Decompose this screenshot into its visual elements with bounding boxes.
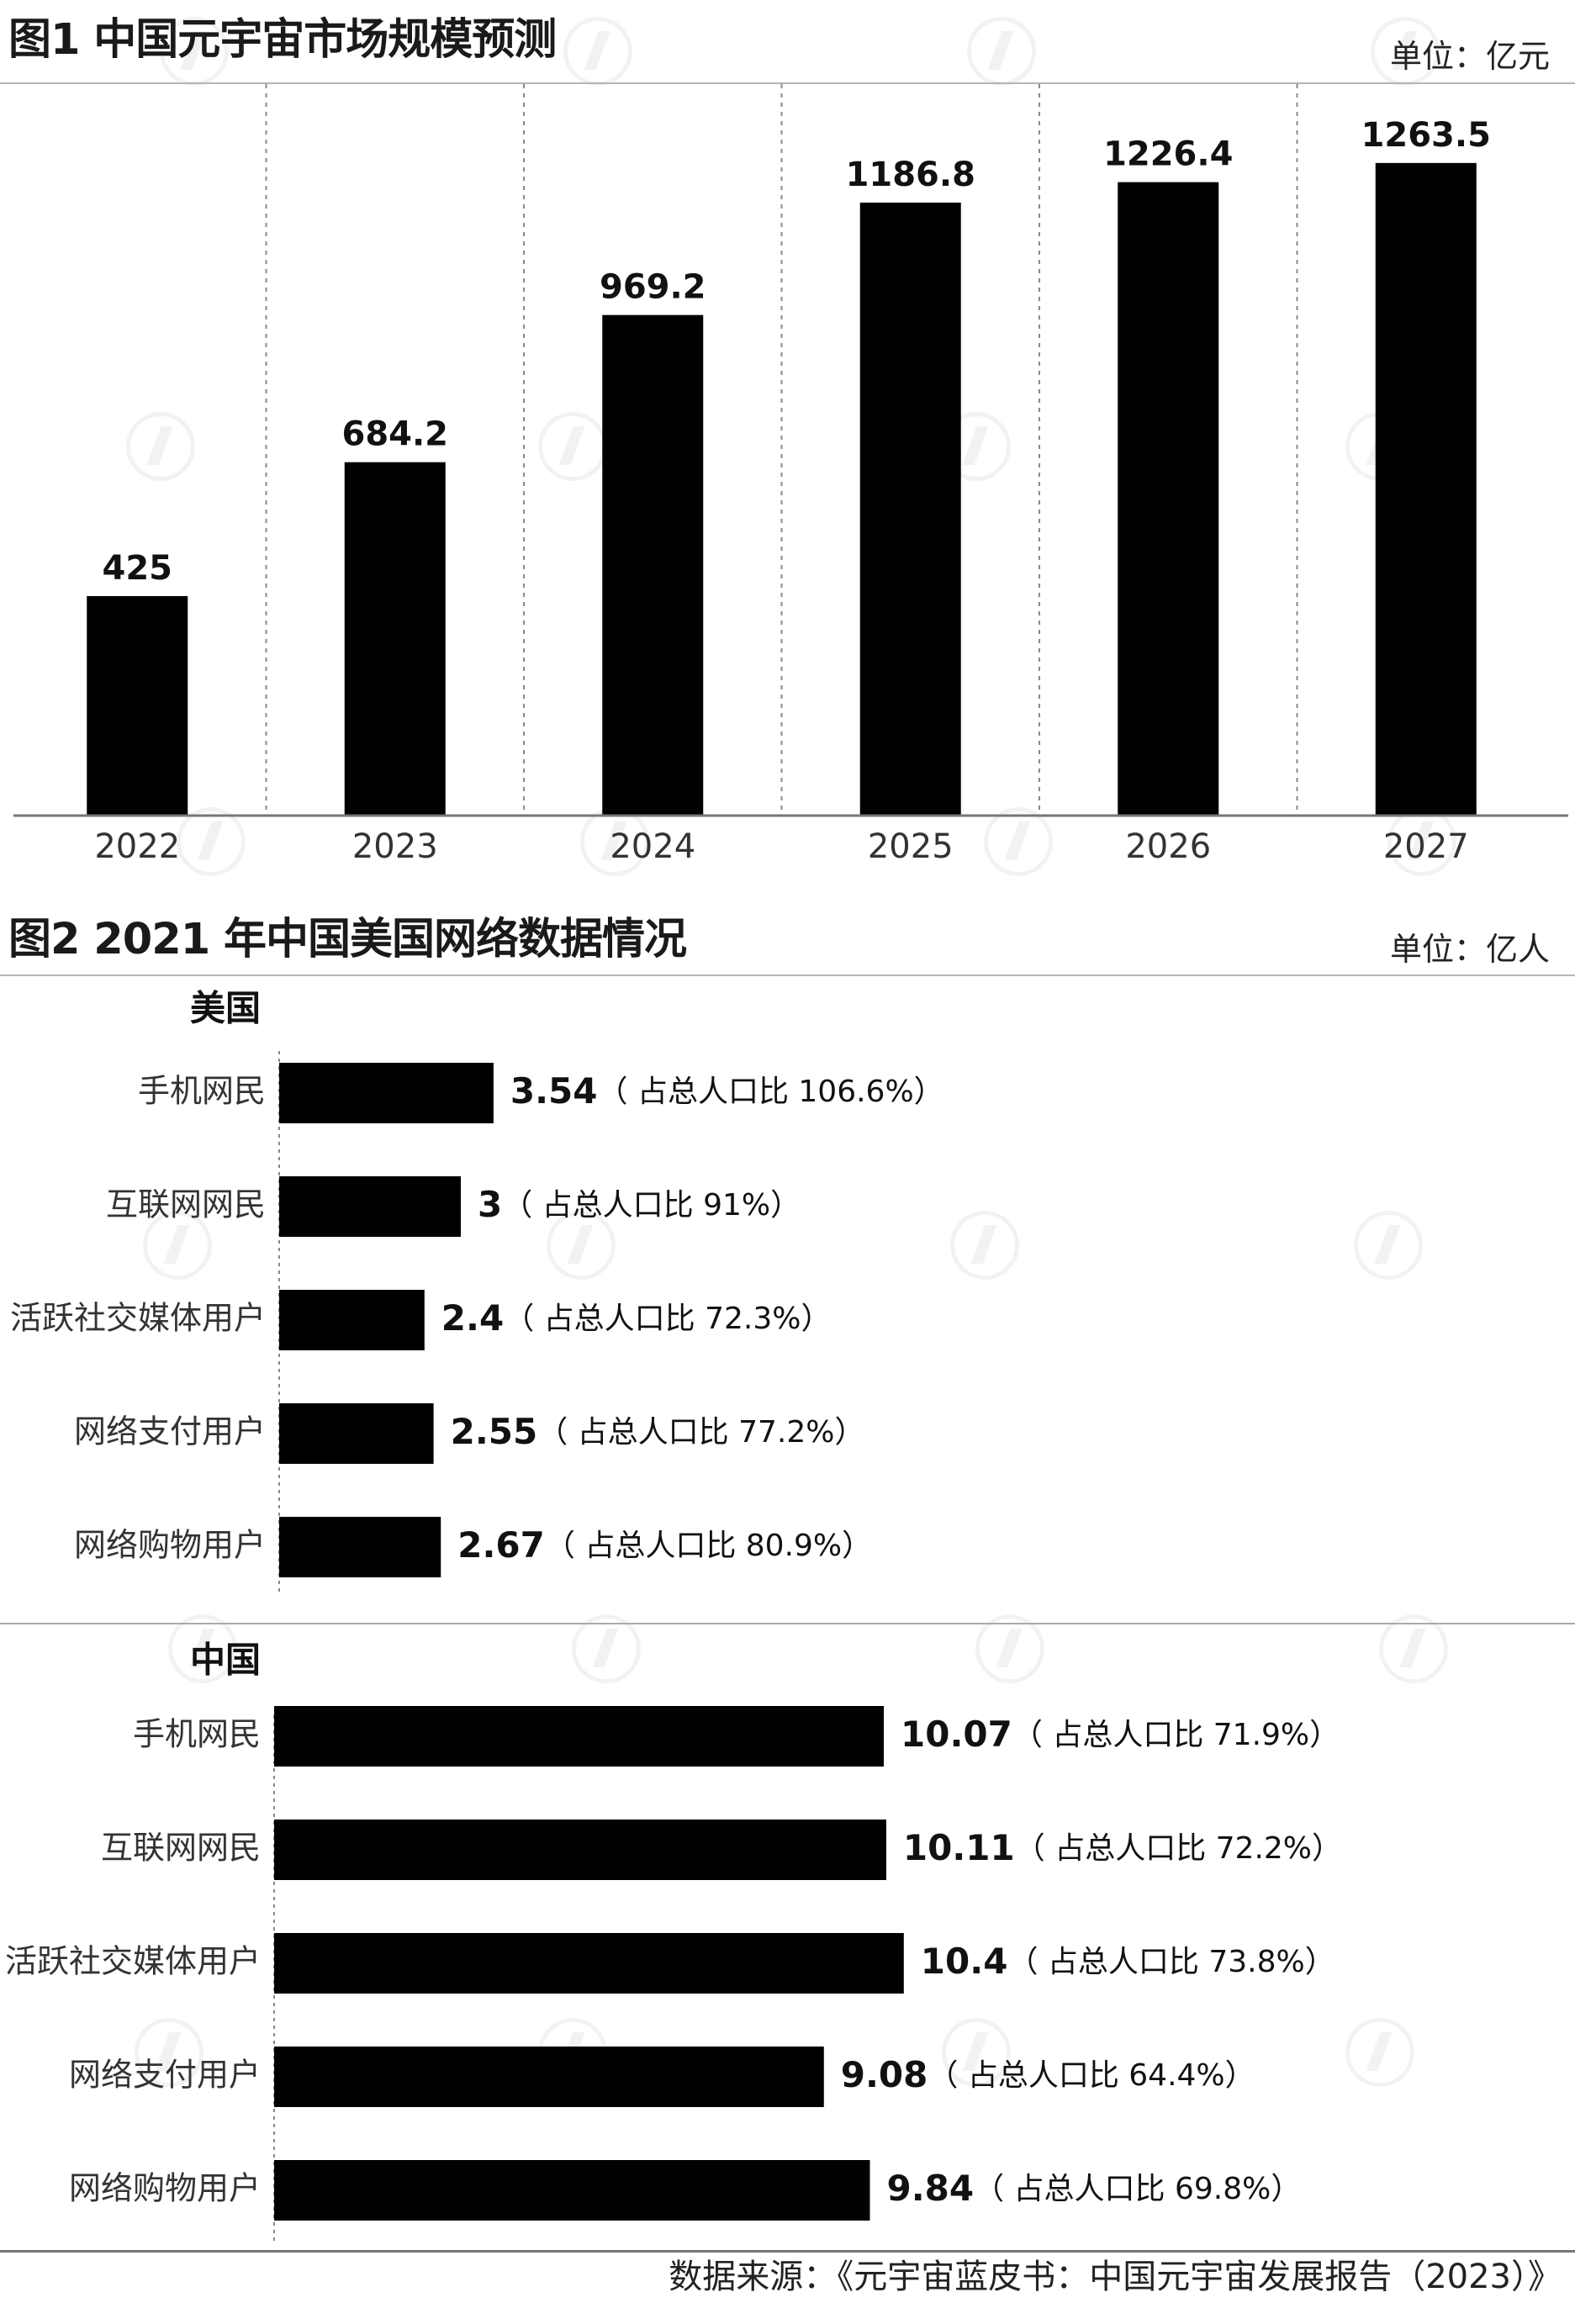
category-label-活跃社交媒体用户: 活跃社交媒体用户: [10, 1300, 266, 1337]
figure2-unit: 单位：亿人: [1389, 931, 1550, 968]
value-label-2025: 1186.8: [846, 156, 975, 194]
value-label-手机网民: 3.54（ 占总人口比 106.6%）: [510, 1070, 944, 1112]
value-label-活跃社交媒体用户: 2.4（ 占总人口比 72.3%）: [441, 1297, 832, 1339]
bar-2027: [1375, 162, 1477, 816]
bar-2024: [602, 314, 704, 816]
bar-网络购物用户: [274, 2160, 870, 2221]
watermark-logo: [547, 1211, 616, 1280]
bar-手机网民: [274, 1706, 885, 1767]
bar-互联网网民: [274, 1820, 886, 1880]
group-label-cn: 中国: [190, 1640, 261, 1681]
category-label-活跃社交媒体用户: 活跃社交媒体用户: [5, 1943, 261, 1980]
value-label-2027: 1263.5: [1361, 116, 1491, 155]
group-label-us: 美国: [190, 988, 261, 1029]
watermark-logo: [168, 1614, 237, 1683]
watermark-logo: [126, 412, 195, 481]
bar-2025: [859, 202, 961, 816]
value-label-2024: 969.2: [600, 268, 706, 307]
data-source: 数据来源：《元宇宙蓝皮书：中国元宇宙发展报告（2023）》: [669, 2258, 1562, 2296]
bar-网络支付用户: [274, 2047, 824, 2107]
watermark-logo: [950, 1211, 1019, 1280]
bar-互联网网民: [279, 1176, 461, 1237]
category-label-手机网民: 手机网民: [133, 1716, 261, 1753]
value-label-互联网网民: 10.11（ 占总人口比 72.2%）: [903, 1827, 1342, 1868]
figure2-header-rule: [0, 974, 1575, 976]
figure1-unit: 单位：亿元: [1389, 38, 1550, 75]
value-label-2026: 1226.4: [1103, 135, 1233, 174]
value-label-手机网民: 10.07（ 占总人口比 71.9%）: [901, 1714, 1340, 1755]
category-label-手机网民: 手机网民: [138, 1073, 266, 1110]
x-tick-label-2024: 2024: [610, 827, 695, 866]
watermark-logo: [967, 17, 1036, 86]
watermark-logo: [143, 1211, 212, 1280]
value-label-网络支付用户: 9.08（ 占总人口比 64.4%）: [841, 2054, 1255, 2095]
x-tick-label-2022: 2022: [94, 827, 180, 866]
bar-2022: [87, 595, 188, 816]
x-tick-label-2023: 2023: [352, 827, 438, 866]
figure2-title: 图2 2021 年中国美国网络数据情况: [8, 915, 687, 964]
value-label-互联网网民: 3（ 占总人口比 91%）: [478, 1184, 801, 1225]
value-label-网络购物用户: 9.84（ 占总人口比 69.8%）: [886, 2168, 1301, 2209]
category-label-互联网网民: 互联网网民: [101, 1830, 261, 1867]
watermark-logo: [975, 1614, 1044, 1683]
figure1-header-rule: [0, 82, 1575, 84]
watermark-logo: [1379, 1614, 1448, 1683]
value-label-2023: 684.2: [341, 415, 448, 454]
bar-网络支付用户: [279, 1403, 434, 1464]
bar-网络购物用户: [279, 1517, 441, 1577]
watermark-logo: [135, 2018, 203, 2087]
x-tick-label-2026: 2026: [1125, 827, 1211, 866]
watermark-logo: [942, 2018, 1011, 2087]
watermark-logo: [984, 807, 1053, 876]
watermark-logo: [177, 807, 246, 876]
bar-2023: [344, 462, 446, 816]
bar-手机网民: [279, 1063, 494, 1123]
category-label-网络支付用户: 网络支付用户: [74, 1413, 266, 1450]
watermark-logo: [563, 17, 632, 86]
bar-活跃社交媒体用户: [279, 1290, 425, 1350]
watermark-logo: [1345, 2018, 1414, 2087]
bar-2026: [1118, 182, 1219, 816]
category-label-网络购物用户: 网络购物用户: [69, 2170, 261, 2207]
value-label-活跃社交媒体用户: 10.4（ 占总人口比 73.8%）: [921, 1941, 1335, 1982]
value-label-2022: 425: [103, 549, 173, 588]
bar-活跃社交媒体用户: [274, 1933, 904, 1994]
category-label-网络支付用户: 网络支付用户: [69, 2057, 261, 2094]
watermark-logo: [572, 1614, 641, 1683]
source-rule: [0, 2250, 1575, 2253]
category-label-网络购物用户: 网络购物用户: [74, 1527, 266, 1564]
value-label-网络购物用户: 2.67（ 占总人口比 80.9%）: [457, 1524, 872, 1566]
x-tick-label-2025: 2025: [868, 827, 954, 866]
x-tick-label-2027: 2027: [1383, 827, 1469, 866]
figure1-title: 图1 中国元宇宙市场规模预测: [8, 15, 557, 65]
watermark-logo: [1354, 1211, 1423, 1280]
value-label-网络支付用户: 2.55（ 占总人口比 77.2%）: [451, 1411, 865, 1452]
figure1-bar-chart: 425 2022 684.2 2023 969.2 2024 1186.8 2025 1226.…: [13, 84, 1568, 866]
category-label-互联网网民: 互联网网民: [106, 1186, 266, 1223]
